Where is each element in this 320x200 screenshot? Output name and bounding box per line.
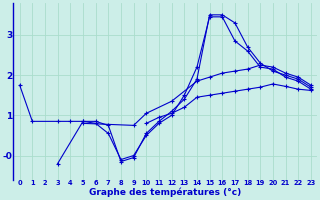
X-axis label: Graphe des températures (°c): Graphe des températures (°c) <box>89 188 241 197</box>
